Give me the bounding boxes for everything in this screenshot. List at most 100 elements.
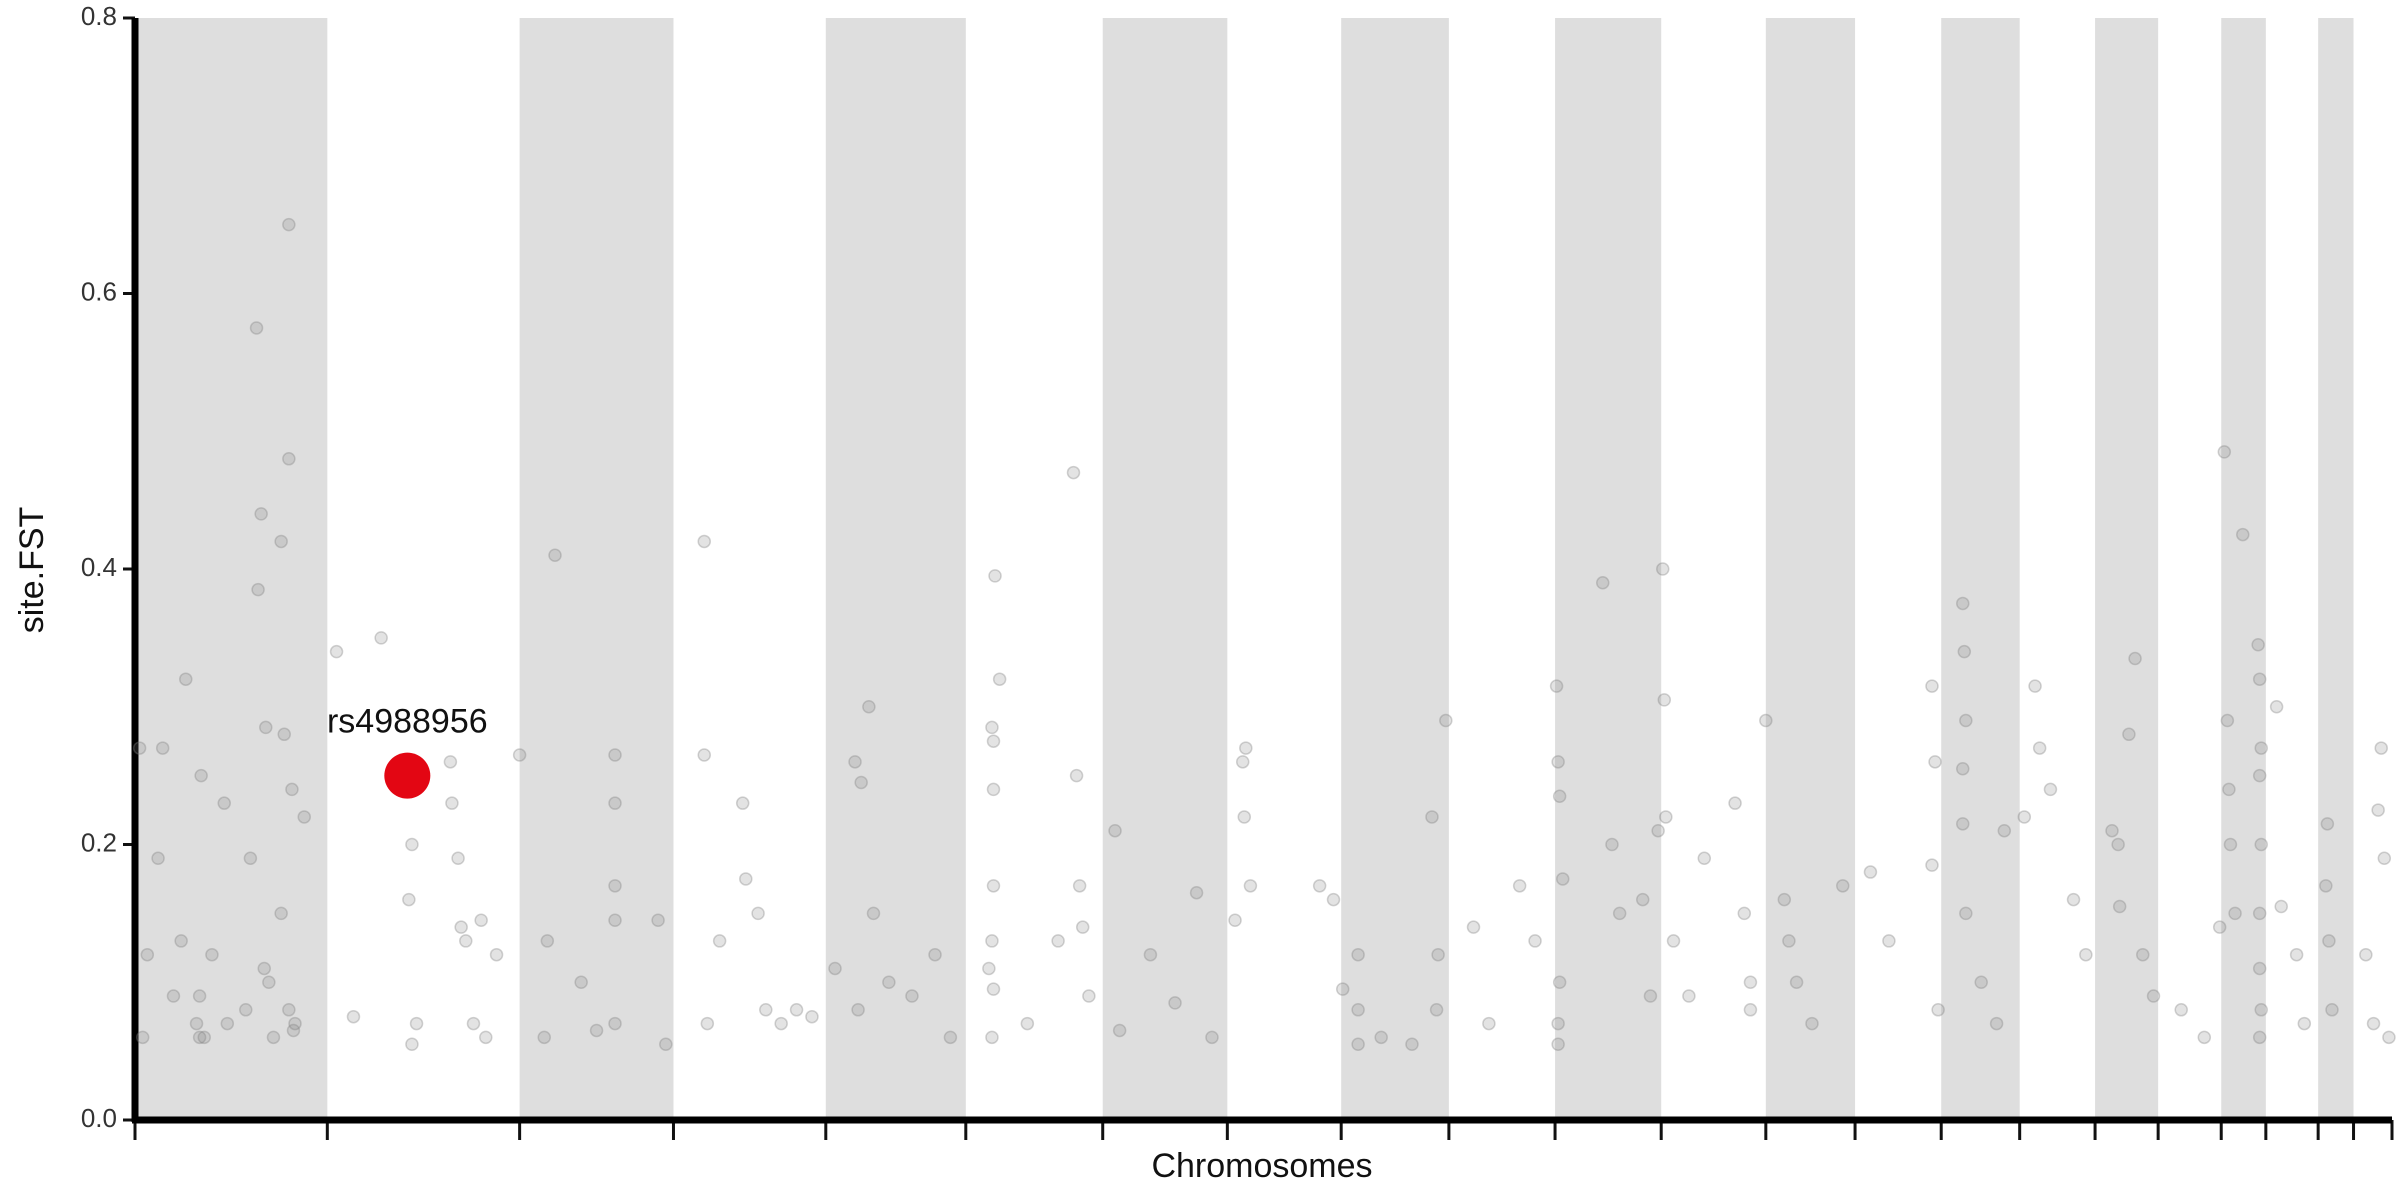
snp-point — [189, 1016, 204, 1031]
snp-point — [374, 631, 388, 645]
snp-point — [1728, 796, 1742, 810]
snp-point — [1235, 755, 1250, 769]
snp-point — [445, 796, 459, 810]
snp-point — [2297, 1016, 2312, 1031]
snp-point — [192, 1030, 207, 1045]
snp-point — [239, 1003, 253, 1017]
snp-point — [1075, 920, 1090, 934]
snp-point — [943, 1030, 958, 1045]
y-axis-title: site.FST — [13, 507, 51, 634]
snp-point — [1243, 879, 1258, 893]
snp-point — [854, 775, 868, 790]
snp-point — [1326, 892, 1341, 907]
snp-point — [1882, 934, 1896, 948]
snp-point — [489, 947, 504, 962]
snp-point — [1956, 596, 1970, 611]
snp-point — [282, 217, 296, 232]
snp-point — [1635, 892, 1650, 907]
snp-point — [851, 1003, 865, 1017]
snp-point — [1228, 913, 1242, 928]
snp-point — [2066, 892, 2081, 907]
snp-point — [700, 1016, 715, 1031]
snp-point — [282, 452, 296, 466]
snp-point — [2079, 947, 2093, 962]
snp-point — [608, 1016, 622, 1031]
snp-point — [166, 989, 181, 1003]
snp-point — [1239, 741, 1253, 755]
snp-point — [1552, 789, 1567, 804]
snp-point — [986, 982, 1001, 996]
snp-point — [346, 1009, 361, 1024]
snp-point — [712, 934, 727, 948]
snp-point — [1072, 879, 1087, 893]
snp-point — [1429, 1003, 1444, 1017]
snp-point — [2251, 638, 2265, 652]
snp-point — [2017, 810, 2032, 824]
snp-point — [443, 755, 458, 769]
snp-point — [251, 582, 265, 597]
snp-point — [697, 534, 712, 549]
snp-point — [1959, 906, 1973, 921]
chromosome-band — [2318, 18, 2354, 1120]
snp-point — [174, 934, 188, 948]
snp-point — [789, 1003, 804, 1017]
snp-point — [739, 872, 753, 886]
snp-point — [905, 989, 919, 1003]
snp-point — [992, 672, 1007, 686]
snp-point — [1666, 934, 1681, 948]
snp-point — [132, 741, 147, 755]
snp-point — [451, 851, 465, 866]
snp-point — [277, 727, 291, 742]
snp-point — [2371, 803, 2385, 817]
snp-point — [466, 1016, 481, 1031]
snp-point — [1928, 755, 1942, 769]
snp-point — [735, 796, 750, 810]
snp-point — [257, 961, 271, 976]
snp-point — [1066, 465, 1081, 480]
snp-point — [2359, 947, 2373, 962]
snp-point — [474, 913, 488, 928]
snp-point — [1657, 693, 1672, 707]
snp-point — [2269, 700, 2284, 714]
snp-point — [2322, 934, 2336, 948]
snp-point — [986, 879, 1001, 893]
snp-point — [192, 989, 207, 1003]
snp-point — [155, 741, 170, 755]
snp-point — [1431, 947, 1445, 962]
highlight-label: rs4988956 — [327, 703, 488, 741]
snp-point — [1552, 975, 1567, 989]
snp-point — [1956, 817, 1970, 831]
snp-point — [608, 879, 622, 893]
snp-point — [659, 1037, 673, 1051]
snp-point — [1659, 810, 1673, 824]
snp-point — [1989, 1016, 2004, 1031]
chromosome-band — [1941, 18, 2020, 1120]
snp-point — [1697, 851, 1712, 866]
snp-point — [2032, 741, 2047, 755]
snp-point — [2222, 782, 2236, 797]
snp-point — [1743, 975, 1758, 989]
snp-point — [249, 321, 264, 335]
snp-point — [329, 644, 344, 659]
snp-point — [1612, 906, 1627, 921]
snp-point — [262, 975, 276, 989]
snp-point — [985, 1030, 999, 1045]
snp-point — [1777, 892, 1792, 907]
chromosome-band — [1102, 18, 1228, 1120]
snp-point — [2382, 1030, 2396, 1045]
snp-point — [1789, 975, 1804, 989]
snp-point — [1651, 823, 1665, 838]
snp-point — [2105, 823, 2119, 838]
snp-point — [1925, 858, 1939, 872]
chromosome-band — [1555, 18, 1662, 1120]
snp-point — [2197, 1030, 2212, 1045]
snp-point — [274, 534, 288, 549]
snp-point — [848, 755, 862, 769]
snp-point — [1439, 713, 1453, 728]
highlight-point — [384, 752, 431, 799]
snp-point — [2217, 445, 2232, 459]
chromosome-band — [2221, 18, 2266, 1120]
snp-point — [608, 748, 622, 762]
snp-point — [2319, 879, 2333, 893]
snp-point — [2112, 899, 2127, 914]
